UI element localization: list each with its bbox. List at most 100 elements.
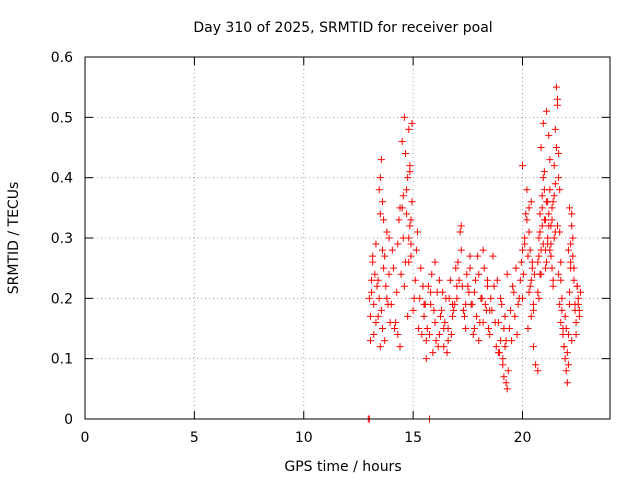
data-point [388, 246, 396, 254]
data-point [550, 162, 558, 170]
data-point [400, 282, 408, 290]
data-point [469, 331, 477, 339]
data-point [398, 137, 406, 145]
data-point [522, 210, 530, 218]
data-point [373, 282, 381, 290]
data-point [404, 174, 412, 182]
data-point [555, 270, 563, 278]
data-point [436, 312, 444, 320]
data-point [407, 216, 415, 224]
data-point [569, 234, 577, 242]
data-point [447, 331, 455, 339]
y-tick-label: 0.4 [51, 171, 73, 187]
data-point [392, 318, 400, 326]
data-point [502, 379, 510, 387]
data-point [551, 180, 559, 188]
data-point [485, 325, 493, 332]
data-point [435, 276, 443, 284]
data-point [538, 192, 546, 200]
data-point [570, 276, 578, 284]
data-point [420, 312, 428, 320]
data-point [379, 246, 386, 254]
data-point [572, 331, 580, 339]
data-point [567, 240, 575, 248]
data-point [556, 186, 564, 194]
data-point [454, 258, 462, 266]
data-point [506, 306, 514, 314]
data-point [370, 300, 378, 308]
data-point [539, 240, 547, 248]
data-point [552, 144, 560, 151]
data-point [535, 294, 543, 302]
data-point [401, 150, 409, 158]
x-tick-label: 10 [295, 430, 313, 446]
data-point [524, 325, 532, 332]
data-point [488, 306, 496, 314]
data-point [471, 276, 479, 284]
data-point [377, 156, 385, 164]
data-point [404, 312, 412, 320]
data-point [563, 349, 571, 357]
data-point [453, 294, 461, 302]
data-point [423, 325, 431, 332]
data-point [526, 246, 534, 254]
data-point [547, 240, 555, 248]
data-point [434, 343, 442, 351]
data-point [375, 294, 383, 302]
data-point [458, 282, 466, 290]
data-point [406, 168, 414, 176]
data-point [449, 300, 456, 308]
data-point [519, 162, 526, 170]
data-point [439, 288, 447, 296]
data-point [465, 288, 473, 296]
data-point [444, 337, 452, 345]
data-point [557, 258, 565, 266]
data-point [473, 312, 481, 320]
data-point [568, 337, 576, 345]
data-point [394, 331, 402, 339]
data-point [575, 306, 583, 314]
data-point [532, 361, 540, 369]
data-point [397, 270, 405, 278]
data-point [441, 318, 449, 326]
data-point [490, 282, 498, 290]
data-point [474, 252, 482, 260]
data-point [463, 270, 471, 278]
data-point [445, 294, 453, 302]
data-point [525, 288, 533, 296]
data-point [462, 300, 470, 308]
data-point [539, 119, 547, 127]
data-point [399, 192, 407, 200]
data-point [478, 294, 486, 302]
data-point [534, 288, 542, 296]
data-point [563, 379, 571, 387]
data-point [466, 252, 474, 260]
data-point [368, 276, 376, 284]
data-point [546, 246, 554, 254]
data-point [559, 331, 567, 339]
x-axis-label: GPS time / hours [284, 459, 401, 475]
data-point [408, 198, 416, 206]
data-point [526, 282, 534, 290]
data-point [440, 325, 448, 332]
data-point [371, 270, 379, 278]
data-point [575, 312, 583, 320]
data-point [382, 282, 390, 290]
data-point [566, 300, 574, 308]
data-point [504, 367, 512, 375]
data-point [549, 282, 557, 290]
data-point [498, 300, 506, 308]
data-point [428, 270, 436, 278]
data-point [424, 282, 432, 290]
data-point [385, 234, 393, 242]
data-point [561, 312, 569, 320]
data-point [572, 318, 580, 326]
data-point [400, 113, 408, 121]
data-point [557, 276, 565, 284]
data-point [381, 337, 389, 345]
data-point [385, 270, 393, 278]
data-point [550, 234, 558, 242]
data-point [536, 210, 544, 218]
data-point [521, 234, 529, 242]
data-point [492, 343, 500, 351]
